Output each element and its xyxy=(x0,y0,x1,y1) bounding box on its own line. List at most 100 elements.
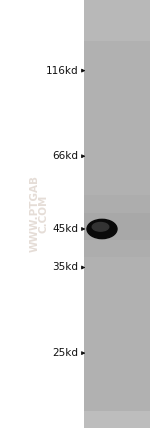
Bar xyxy=(84,211,150,213)
Bar xyxy=(84,89,150,90)
Bar xyxy=(84,285,150,287)
Bar xyxy=(84,14,150,16)
Bar xyxy=(84,301,150,303)
Bar xyxy=(84,265,150,267)
Bar xyxy=(84,360,150,361)
Bar xyxy=(84,201,150,202)
Bar xyxy=(84,230,150,231)
Bar xyxy=(84,172,150,174)
Bar xyxy=(84,20,150,21)
Ellipse shape xyxy=(92,223,109,231)
Bar xyxy=(84,237,150,238)
Bar xyxy=(84,60,150,61)
Bar xyxy=(84,24,150,26)
Bar xyxy=(84,352,150,354)
Bar xyxy=(84,213,150,214)
Bar xyxy=(84,294,150,295)
Bar xyxy=(84,208,150,210)
Bar xyxy=(84,287,150,288)
Bar xyxy=(84,260,150,261)
Bar xyxy=(84,241,150,243)
Bar xyxy=(84,111,150,113)
Bar xyxy=(84,67,150,68)
Bar xyxy=(84,63,150,64)
Bar xyxy=(84,123,150,124)
Bar xyxy=(84,166,150,167)
Bar xyxy=(84,133,150,134)
Bar xyxy=(84,377,150,378)
Bar xyxy=(84,264,150,265)
Bar xyxy=(84,198,150,200)
Bar xyxy=(84,372,150,374)
Bar xyxy=(84,200,150,201)
Bar xyxy=(84,43,150,44)
Bar xyxy=(84,358,150,360)
Text: 45kd: 45kd xyxy=(52,224,78,234)
Bar xyxy=(84,262,150,264)
Bar xyxy=(84,138,150,140)
Bar xyxy=(84,154,150,155)
Bar xyxy=(84,251,150,253)
Bar xyxy=(84,4,150,6)
Bar xyxy=(84,65,150,67)
Bar xyxy=(84,191,150,193)
Bar xyxy=(84,327,150,328)
Bar xyxy=(84,215,150,217)
Bar xyxy=(84,131,150,133)
Bar xyxy=(84,50,150,51)
Bar xyxy=(84,117,150,119)
Bar xyxy=(84,119,150,120)
Bar xyxy=(84,404,150,405)
Bar xyxy=(84,220,150,221)
Bar xyxy=(84,258,150,260)
Bar xyxy=(84,221,150,223)
Bar xyxy=(84,408,150,410)
Bar xyxy=(84,168,150,170)
Bar xyxy=(84,70,150,71)
Bar xyxy=(84,290,150,291)
Bar xyxy=(84,254,150,256)
Bar xyxy=(84,389,150,391)
Bar xyxy=(84,74,150,76)
Bar xyxy=(84,42,150,43)
Bar xyxy=(84,322,150,324)
Bar xyxy=(84,140,150,141)
Bar xyxy=(84,27,150,29)
Bar xyxy=(84,311,150,312)
Bar xyxy=(84,103,150,104)
Bar xyxy=(84,395,150,397)
Bar xyxy=(84,146,150,147)
Bar xyxy=(84,51,150,53)
Bar xyxy=(84,238,150,240)
Bar xyxy=(84,174,150,175)
Bar xyxy=(84,274,150,275)
Bar xyxy=(84,412,150,414)
Bar xyxy=(84,94,150,95)
Bar xyxy=(84,37,150,39)
Bar xyxy=(84,143,150,144)
Bar xyxy=(84,171,150,172)
Bar xyxy=(84,341,150,342)
Bar xyxy=(84,21,150,23)
Bar xyxy=(84,334,150,335)
Bar xyxy=(84,71,150,73)
Bar xyxy=(84,427,150,428)
Bar xyxy=(84,324,150,325)
Bar xyxy=(84,357,150,358)
Bar xyxy=(84,307,150,308)
Bar xyxy=(84,10,150,12)
Bar xyxy=(84,121,150,123)
Bar xyxy=(84,300,150,301)
Bar xyxy=(84,6,150,7)
Bar xyxy=(84,308,150,309)
Bar xyxy=(84,312,150,314)
Bar xyxy=(84,228,150,230)
Bar xyxy=(84,180,150,181)
Bar xyxy=(84,303,150,304)
Bar xyxy=(84,335,150,337)
Bar xyxy=(84,320,150,321)
Bar xyxy=(84,7,150,9)
Bar xyxy=(84,81,150,83)
Bar xyxy=(84,91,150,93)
Bar xyxy=(84,345,150,347)
